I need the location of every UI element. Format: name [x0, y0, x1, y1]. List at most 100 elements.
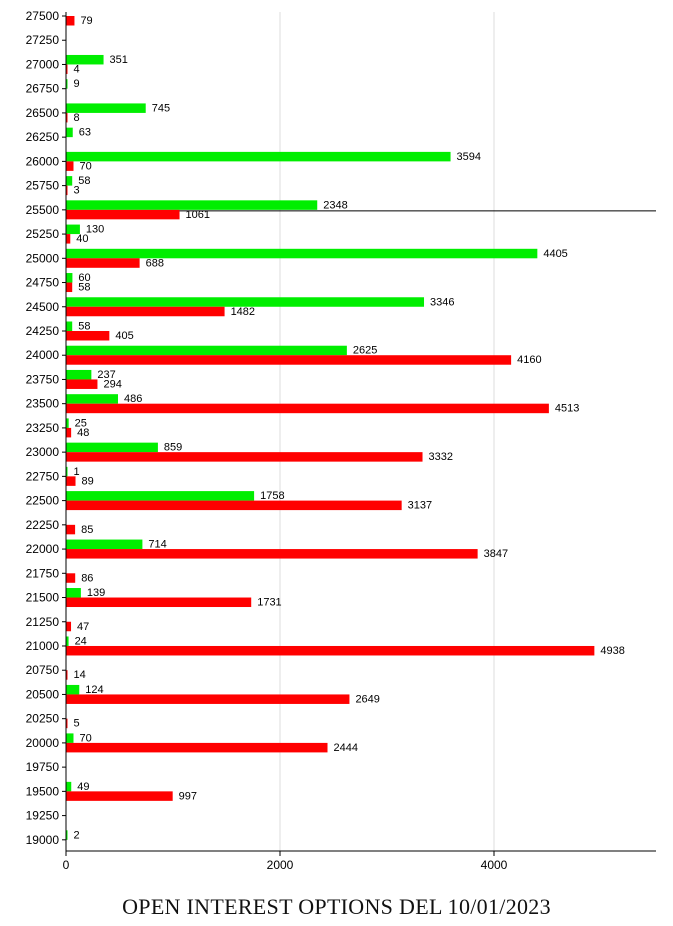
put-bar — [66, 258, 140, 268]
put-bar — [66, 452, 423, 462]
y-tick-label: 19250 — [26, 809, 60, 823]
put-bar — [66, 379, 98, 389]
x-tick-label: 0 — [63, 858, 70, 872]
put-bar — [66, 573, 76, 583]
y-tick-label: 25500 — [26, 203, 60, 217]
put-bar — [66, 718, 68, 729]
call-bar — [66, 418, 69, 428]
bar-value-label: 70 — [79, 732, 91, 744]
call-bar — [66, 636, 69, 646]
bar-value-label: 9 — [74, 78, 80, 90]
call-bar — [66, 273, 73, 283]
bar-value-label: 4513 — [555, 403, 579, 415]
y-tick-label: 27500 — [26, 9, 60, 23]
y-tick-label: 19500 — [26, 784, 60, 798]
call-bar — [66, 781, 72, 792]
bar-value-label: 3594 — [457, 151, 481, 163]
call-bar — [66, 54, 104, 65]
put-bar — [66, 306, 225, 317]
call-bar — [66, 248, 538, 259]
bar-value-label: 24 — [75, 635, 87, 647]
x-tick-label: 2000 — [267, 858, 294, 872]
bar-value-label: 688 — [146, 257, 164, 269]
call-bar — [66, 394, 119, 404]
bar-value-label: 4938 — [600, 645, 624, 657]
put-bar — [66, 476, 76, 486]
bar-value-label: 3346 — [430, 296, 454, 308]
bar-value-label: 997 — [179, 790, 197, 802]
bar-value-label: 2348 — [323, 199, 347, 211]
put-bar — [66, 234, 71, 244]
put-bar — [66, 791, 173, 801]
bar-value-label: 1482 — [231, 306, 255, 318]
bar-value-label: 4 — [74, 63, 80, 75]
bar-value-label: 8 — [74, 112, 80, 124]
call-bar — [66, 200, 318, 210]
bar-value-label: 47 — [77, 621, 89, 633]
put-bar — [66, 694, 350, 704]
call-bar — [66, 491, 255, 501]
put-bar — [66, 161, 74, 171]
y-tick-label: 21000 — [26, 639, 60, 653]
y-tick-label: 23250 — [26, 421, 60, 435]
put-bar — [66, 112, 68, 123]
y-tick-label: 27000 — [26, 57, 60, 71]
y-tick-label: 22500 — [26, 494, 60, 508]
call-bar — [66, 733, 74, 743]
y-tick-label: 26750 — [26, 82, 60, 96]
y-tick-label: 21750 — [26, 566, 60, 580]
bar-value-label: 60 — [78, 272, 90, 284]
bar-value-label: 4405 — [543, 248, 567, 260]
bar-value-label: 63 — [79, 127, 91, 139]
put-bar — [66, 355, 512, 365]
bar-value-label: 3332 — [429, 451, 453, 463]
y-tick-label: 25000 — [26, 251, 60, 265]
put-bar — [66, 209, 180, 220]
bar-value-label: 486 — [124, 393, 142, 405]
put-bar — [66, 597, 252, 608]
call-bar — [66, 369, 92, 380]
y-tick-label: 20000 — [26, 736, 60, 750]
bar-value-label: 405 — [115, 330, 133, 342]
bar-value-label: 2444 — [334, 742, 358, 754]
y-tick-label: 24500 — [26, 300, 60, 314]
y-tick-label: 21250 — [26, 615, 60, 629]
put-bar — [66, 282, 73, 293]
bar-value-label: 294 — [103, 378, 121, 390]
call-bar — [66, 539, 143, 550]
x-tick-label: 4000 — [481, 858, 508, 872]
put-bar — [66, 185, 68, 196]
call-bar — [66, 176, 73, 186]
bar-value-label: 124 — [85, 684, 103, 696]
y-tick-label: 27250 — [26, 33, 60, 47]
y-tick-label: 23750 — [26, 372, 60, 386]
call-bar — [66, 151, 451, 162]
put-bar — [66, 742, 328, 753]
call-bar — [66, 588, 81, 598]
bar-value-label: 40 — [76, 233, 88, 245]
y-tick-label: 25250 — [26, 227, 60, 241]
bar-value-label: 48 — [77, 427, 89, 439]
y-tick-label: 22750 — [26, 469, 60, 483]
chart-title: OPEN INTEREST OPTIONS DEL 10/01/2023 — [122, 894, 551, 919]
y-tick-label: 26250 — [26, 130, 60, 144]
bar-value-label: 237 — [97, 369, 115, 381]
put-bar — [66, 64, 68, 74]
bar-value-label: 85 — [81, 524, 93, 536]
bar-value-label: 58 — [78, 175, 90, 187]
y-tick-label: 20500 — [26, 687, 60, 701]
bar-value-label: 2649 — [355, 693, 379, 705]
put-bar — [66, 403, 549, 414]
bar-value-label: 2 — [74, 829, 80, 841]
bar-value-label: 1758 — [260, 490, 284, 502]
call-bar — [66, 442, 158, 453]
put-bar — [66, 670, 68, 680]
call-bar — [66, 466, 68, 477]
y-tick-label: 25750 — [26, 179, 60, 193]
bar-value-label: 1731 — [257, 597, 281, 609]
bar-value-label: 351 — [110, 54, 128, 66]
y-tick-label: 19000 — [26, 833, 60, 847]
bar-value-label: 89 — [82, 475, 94, 487]
call-bar — [66, 127, 73, 138]
